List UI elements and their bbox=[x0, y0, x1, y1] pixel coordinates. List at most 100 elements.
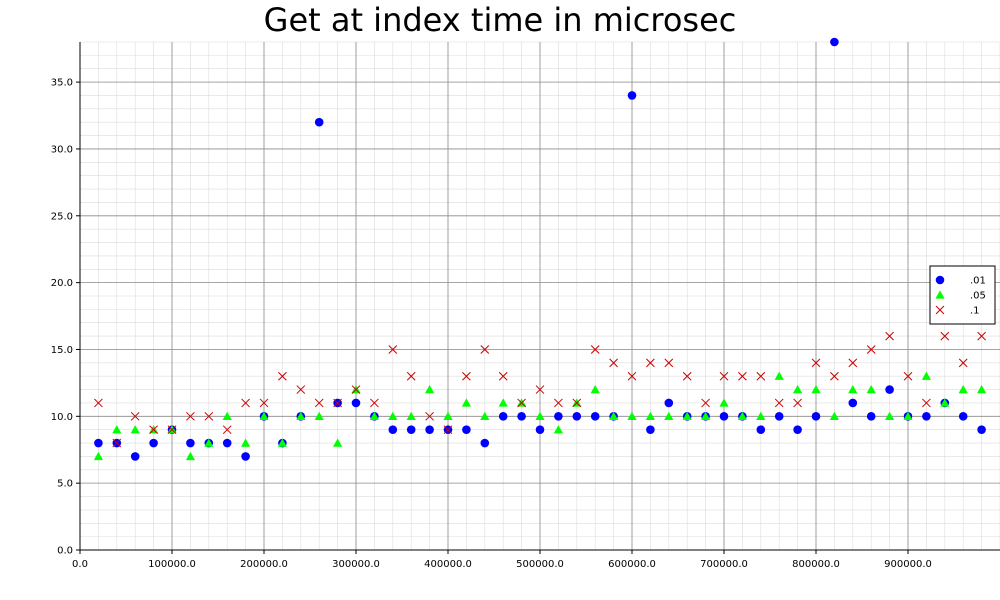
data-point-cross bbox=[259, 398, 269, 408]
data-point-triangle bbox=[130, 425, 140, 434]
data-point-cross bbox=[848, 358, 858, 368]
data-point-triangle bbox=[112, 425, 122, 434]
data-point-cross-stroke bbox=[646, 358, 655, 368]
data-point-cross bbox=[406, 371, 416, 381]
data-point-cross bbox=[756, 371, 766, 381]
data-point-circle bbox=[977, 425, 986, 434]
data-point-triangle bbox=[388, 411, 398, 420]
data-point-circle bbox=[425, 425, 434, 434]
legend-label: .05 bbox=[970, 291, 986, 302]
data-point-cross bbox=[738, 371, 747, 381]
data-point-circle bbox=[627, 91, 637, 100]
data-point-cross-stroke bbox=[388, 345, 398, 354]
data-point-cross bbox=[149, 425, 158, 435]
data-point-cross-stroke bbox=[682, 371, 692, 381]
data-point-cross bbox=[885, 331, 894, 341]
data-point-cross-stroke bbox=[480, 345, 490, 354]
data-point-triangle bbox=[590, 384, 600, 394]
x-tick-label: 300000.0 bbox=[332, 559, 380, 570]
data-point-cross-stroke bbox=[498, 371, 508, 381]
data-point-triangle bbox=[627, 411, 637, 420]
data-point-cross bbox=[278, 371, 287, 381]
data-point-circle bbox=[830, 37, 839, 47]
legend-marker bbox=[935, 305, 945, 315]
data-point-cross-stroke bbox=[167, 425, 177, 435]
data-point-cross-stroke bbox=[977, 331, 986, 341]
data-point-triangle bbox=[829, 411, 839, 420]
data-point-cross-stroke bbox=[351, 385, 361, 394]
data-point-circle bbox=[885, 385, 894, 394]
data-point-cross bbox=[664, 358, 674, 368]
y-axis-ticks: 0.0 5.0 10.0 15.0 20.0 25.0 30.0 35.0 bbox=[51, 78, 80, 557]
data-point-cross bbox=[535, 385, 545, 394]
data-point-cross bbox=[922, 398, 931, 408]
x-tick-label: 100000.0 bbox=[148, 559, 196, 570]
data-point-circle bbox=[517, 412, 526, 421]
y-tick-label: 25.0 bbox=[51, 211, 73, 222]
data-point-cross bbox=[222, 425, 232, 435]
major-grid bbox=[79, 42, 1000, 551]
y-tick-label: 20.0 bbox=[51, 278, 73, 289]
x-tick-label: 200000.0 bbox=[240, 559, 288, 570]
data-point-triangle bbox=[443, 411, 453, 420]
data-point-cross-stroke bbox=[830, 371, 839, 381]
data-point-cross bbox=[204, 411, 214, 421]
data-point-triangle bbox=[756, 411, 766, 420]
data-point-cross-stroke bbox=[719, 371, 729, 381]
data-point-cross bbox=[958, 358, 968, 368]
data-point-cross bbox=[627, 371, 637, 381]
data-point-cross bbox=[554, 398, 563, 408]
x-tick-label: 400000.0 bbox=[424, 559, 472, 570]
x-tick-label: 500000.0 bbox=[516, 559, 564, 570]
data-point-cross bbox=[498, 371, 508, 381]
y-tick-label: 10.0 bbox=[51, 412, 73, 423]
data-point-circle bbox=[866, 412, 876, 421]
legend-label: .01 bbox=[970, 276, 986, 287]
data-point-circle bbox=[241, 452, 250, 461]
data-point-cross-stroke bbox=[922, 398, 931, 408]
data-point-circle bbox=[535, 425, 545, 434]
data-point-triangle bbox=[940, 398, 950, 407]
data-point-cross bbox=[590, 345, 600, 354]
data-point-circle bbox=[793, 425, 802, 434]
data-point-circle bbox=[774, 412, 784, 421]
data-point-circle bbox=[186, 438, 195, 448]
data-point-circle bbox=[222, 438, 232, 448]
data-point-triangle bbox=[241, 438, 251, 447]
data-point-circle bbox=[406, 425, 416, 434]
data-point-cross-stroke bbox=[903, 371, 913, 381]
data-point-cross-stroke bbox=[149, 425, 158, 435]
x-tick-label: 0.0 bbox=[72, 559, 88, 570]
data-point-triangle bbox=[498, 398, 508, 407]
data-point-cross bbox=[388, 345, 398, 354]
data-point-circle bbox=[130, 452, 140, 461]
data-point-cross-stroke bbox=[241, 398, 250, 408]
data-point-cross-stroke bbox=[222, 425, 232, 435]
data-point-cross bbox=[351, 385, 361, 394]
x-tick-label: 800000.0 bbox=[792, 559, 840, 570]
data-point-cross-stroke bbox=[130, 411, 140, 421]
data-point-circle bbox=[94, 438, 103, 448]
data-point-cross-stroke bbox=[370, 398, 379, 408]
data-point-cross bbox=[480, 345, 490, 354]
data-point-cross-stroke bbox=[535, 385, 545, 394]
data-point-triangle bbox=[93, 451, 103, 461]
data-point-cross-stroke bbox=[940, 331, 950, 341]
data-point-cross-stroke bbox=[186, 411, 195, 421]
data-point-triangle bbox=[903, 411, 913, 420]
data-point-cross bbox=[701, 398, 710, 408]
data-point-cross-stroke bbox=[848, 358, 858, 368]
data-point-triangle bbox=[977, 384, 987, 394]
data-point-triangle bbox=[425, 384, 435, 394]
data-point-cross bbox=[186, 411, 195, 421]
data-point-cross bbox=[811, 358, 821, 368]
data-point-cross-stroke bbox=[443, 425, 453, 435]
data-point-cross-stroke bbox=[866, 345, 876, 354]
data-point-cross bbox=[866, 345, 876, 354]
y-tick-label: 30.0 bbox=[51, 144, 73, 155]
data-point-triangle bbox=[885, 411, 895, 420]
data-point-triangle bbox=[480, 411, 490, 420]
data-point-cross bbox=[94, 398, 103, 408]
data-point-triangle bbox=[369, 411, 379, 420]
data-points bbox=[93, 37, 987, 461]
